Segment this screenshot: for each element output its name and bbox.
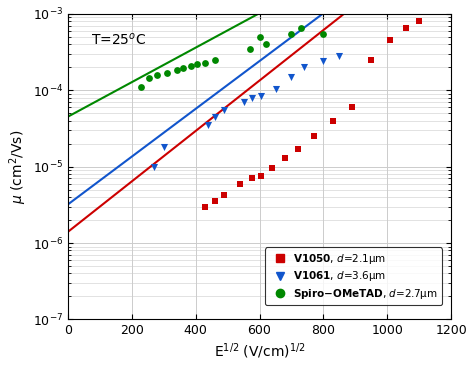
Point: [281, 155, 289, 161]
Point: [154, 72, 161, 78]
Point: [272, 86, 279, 92]
Point: [220, 107, 228, 113]
Point: [310, 133, 318, 139]
Point: [336, 53, 343, 59]
Point: [146, 75, 153, 81]
Point: [415, 18, 423, 24]
Point: [348, 104, 356, 110]
Point: [211, 57, 219, 63]
Point: [319, 31, 327, 36]
Point: [163, 70, 171, 75]
Point: [301, 64, 308, 70]
Point: [248, 176, 255, 181]
Point: [387, 37, 394, 43]
Point: [237, 181, 244, 187]
Point: [262, 41, 270, 47]
Point: [173, 67, 180, 73]
Legend: $\mathbf{V1050}$, $d$=2.1μm, $\mathbf{V1061}$, $d$=3.6μm, $\mathbf{Spiro}$$\math: $\mathbf{V1050}$, $d$=2.1μm, $\mathbf{V1…: [265, 247, 442, 305]
Point: [220, 192, 228, 198]
Point: [160, 144, 167, 150]
Point: [288, 74, 295, 79]
Text: T=25$^o$C: T=25$^o$C: [91, 32, 146, 48]
Point: [269, 165, 276, 171]
Point: [211, 198, 219, 204]
Point: [150, 164, 158, 170]
Point: [193, 61, 201, 67]
Point: [297, 25, 305, 31]
Point: [294, 146, 301, 152]
Point: [288, 31, 295, 36]
X-axis label: E$^{1/2}$ (V/cm)$^{1/2}$: E$^{1/2}$ (V/cm)$^{1/2}$: [214, 342, 305, 361]
Point: [256, 34, 264, 40]
Point: [329, 118, 337, 124]
Point: [319, 58, 327, 64]
Point: [137, 84, 145, 90]
Point: [367, 57, 375, 63]
Point: [179, 65, 187, 71]
Point: [205, 122, 212, 128]
Point: [246, 46, 254, 52]
Y-axis label: $\mu$ (cm$^2$/Vs): $\mu$ (cm$^2$/Vs): [7, 130, 28, 204]
Point: [211, 114, 219, 120]
Point: [187, 63, 195, 68]
Point: [248, 95, 255, 100]
Point: [201, 60, 209, 66]
Point: [240, 99, 247, 105]
Point: [201, 204, 209, 209]
Point: [257, 93, 265, 99]
Point: [403, 25, 410, 31]
Point: [257, 173, 265, 179]
